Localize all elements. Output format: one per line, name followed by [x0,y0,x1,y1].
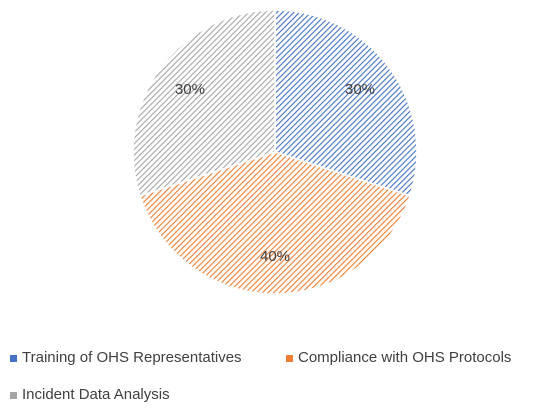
legend-label: Incident Data Analysis [22,386,170,403]
data-label: 30% [345,81,375,98]
legend-swatch [10,392,17,399]
legend-label: Training of OHS Representatives [22,349,242,366]
data-label: 40% [260,248,290,265]
legend-label: Compliance with OHS Protocols [298,349,511,366]
legend-swatch [10,355,17,362]
data-label: 30% [175,81,205,98]
pie-slice [274,9,418,197]
pie-slice [132,9,276,197]
legend-swatch [286,355,293,362]
pie-slice [139,151,411,295]
